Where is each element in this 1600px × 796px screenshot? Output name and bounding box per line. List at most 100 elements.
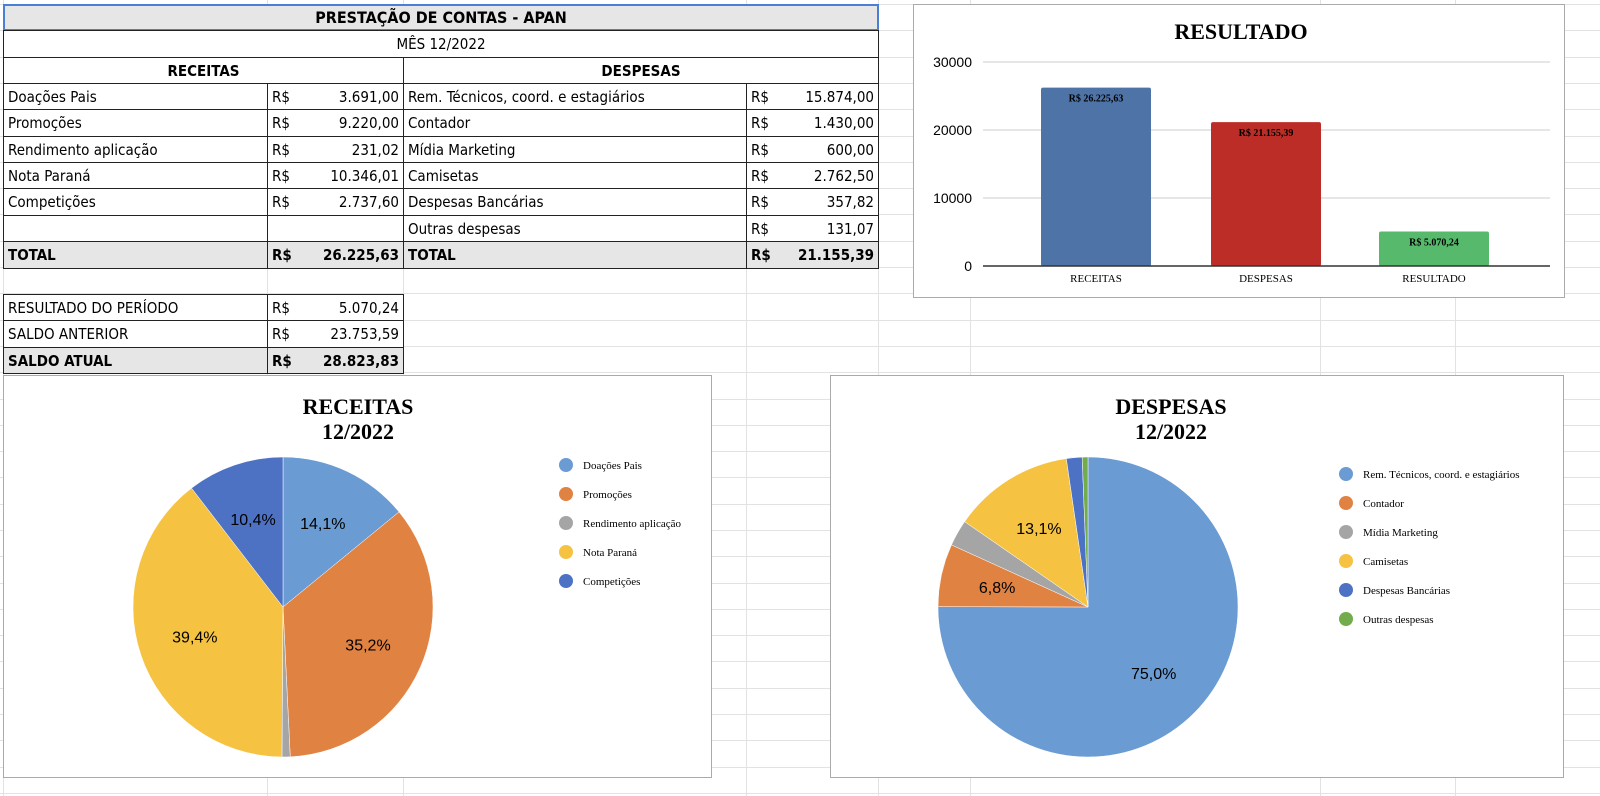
legend-label: Mídia Marketing [1363,527,1438,539]
receita-value[interactable]: R$ 3.691,00 [267,83,404,110]
summary-value[interactable]: R$ 5.070,24 [267,294,404,321]
receita-label[interactable]: Promoções [3,109,268,137]
legend-swatch [559,545,573,559]
summary-value[interactable]: R$ 28.823,83 [267,347,404,374]
receita-value[interactable]: R$ 10.346,01 [267,162,404,189]
row-gridline [0,477,1600,478]
month-cell[interactable]: MÊS 12/2022 [3,30,879,58]
legend-swatch [1339,525,1353,539]
legend-label: Doações Pais [583,460,642,472]
currency-symbol: R$ [272,114,290,132]
despesa-value[interactable]: R$ 357,82 [746,188,879,216]
amount: 23.753,59 [330,325,399,343]
title-cell[interactable]: PRESTAÇÃO DE CONTAS - APAN [3,4,879,31]
row-gridline [0,688,1600,689]
currency-symbol: R$ [751,193,769,211]
legend-swatch [559,487,573,501]
row-gridline [0,793,1600,794]
slice-percent-label: 13,1% [1016,521,1061,538]
chart-title: RESULTADO [1174,19,1307,44]
row-gridline [0,609,1600,610]
currency-symbol: R$ [272,246,292,264]
amount: 21.155,39 [798,246,874,264]
amount: 28.823,83 [323,351,399,370]
pie-chart-despesas[interactable]: DESPESAS 12/2022 75,0% Rem. Técnicos, coord… [830,375,1564,778]
receita-label[interactable]: Doações Pais [3,83,268,110]
empty-cell[interactable] [3,215,268,242]
receitas-total-label[interactable]: TOTAL [3,241,268,269]
amount: 357,82 [826,193,874,211]
bar-data-label: R$ 5.070,24 [1409,238,1459,249]
chart-subtitle: 12/2022 [322,419,394,444]
currency-symbol: R$ [272,351,292,370]
pie-chart-receitas[interactable]: RECEITAS 12/2022 14,1% Doações Pais 35,2% Pro… [3,375,712,778]
summary-value[interactable]: R$ 23.753,59 [267,320,404,348]
amount: 10.346,01 [330,166,399,185]
summary-label[interactable]: RESULTADO DO PERÍODO [3,294,268,321]
despesa-label[interactable]: Camisetas [403,162,747,189]
row-gridline [0,767,1600,768]
receita-label[interactable]: Competições [3,188,268,216]
row-gridline [0,556,1600,557]
receita-label[interactable]: Rendimento aplicação [3,136,268,163]
pie-slice [282,456,400,608]
slice-percent-label: 35,2% [345,638,390,655]
legend-swatch [559,458,573,472]
row-gridline [0,372,1600,373]
despesa-label[interactable]: Outras despesas [403,215,747,242]
amount: 3.691,00 [338,87,399,106]
despesas-header[interactable]: DESPESAS [403,57,879,84]
despesas-total-label[interactable]: TOTAL [403,241,747,269]
summary-label[interactable]: SALDO ANTERIOR [3,320,268,348]
bar-data-label: R$ 26.225,63 [1069,94,1124,105]
despesa-label[interactable]: Rem. Técnicos, coord. e estagiários [403,83,747,110]
currency-symbol: R$ [272,298,290,317]
despesa-value[interactable]: R$ 1.430,00 [746,109,879,137]
despesa-value[interactable]: R$ 2.762,50 [746,162,879,189]
despesa-value[interactable]: R$ 15.874,00 [746,83,879,110]
chart-title: DESPESAS [1115,394,1226,419]
row-gridline [0,425,1600,426]
summary-label[interactable]: SALDO ATUAL [3,347,268,374]
pie-slice [937,456,1239,758]
receita-value[interactable]: R$ 2.737,60 [267,188,404,216]
despesa-label[interactable]: Despesas Bancárias [403,188,747,216]
legend-swatch [1339,583,1353,597]
despesa-value[interactable]: R$ 131,07 [746,215,879,242]
column-gridline [746,0,747,796]
empty-cell[interactable] [267,215,404,242]
legend-label: Despesas Bancárias [1363,585,1450,597]
receita-label[interactable]: Nota Paraná [3,162,268,189]
receita-value[interactable]: R$ 231,02 [267,136,404,163]
amount: 131,07 [826,219,874,238]
x-tick-label: RECEITAS [1070,273,1122,285]
bar-data-label: R$ 21.155,39 [1239,128,1294,139]
bar-receitas [1041,87,1151,267]
legend-swatch [1339,612,1353,626]
despesas-total-value[interactable]: R$ 21.155,39 [746,241,879,269]
currency-symbol: R$ [272,87,290,106]
receitas-total-value[interactable]: R$ 26.225,63 [267,241,404,269]
legend-label: Camisetas [1363,556,1408,568]
despesa-label[interactable]: Contador [403,109,747,137]
legend-swatch [1339,554,1353,568]
currency-symbol: R$ [751,219,769,238]
amount: 600,00 [826,140,874,159]
amount: 9.220,00 [338,114,399,132]
chart-title: RECEITAS [303,394,414,419]
legend-label: Rendimento aplicação [583,518,682,530]
row-gridline [0,451,1600,452]
pie-slice [191,456,284,608]
receita-value[interactable]: R$ 9.220,00 [267,109,404,137]
receitas-header[interactable]: RECEITAS [3,57,404,84]
legend-swatch [559,516,573,530]
slice-percent-label: 6,8% [979,580,1015,597]
despesa-value[interactable]: R$ 600,00 [746,136,879,163]
bar-despesas [1211,122,1321,267]
amount: 2.762,50 [813,166,874,185]
bar-chart-resultado[interactable]: RESULTADO 0 10000 20000 30000 R$ 26.225,63 REC… [913,4,1565,298]
legend-label: Rem. Técnicos, coord. e estagiários [1363,469,1520,481]
row-gridline [0,346,1600,347]
despesa-label[interactable]: Mídia Marketing [403,136,747,163]
